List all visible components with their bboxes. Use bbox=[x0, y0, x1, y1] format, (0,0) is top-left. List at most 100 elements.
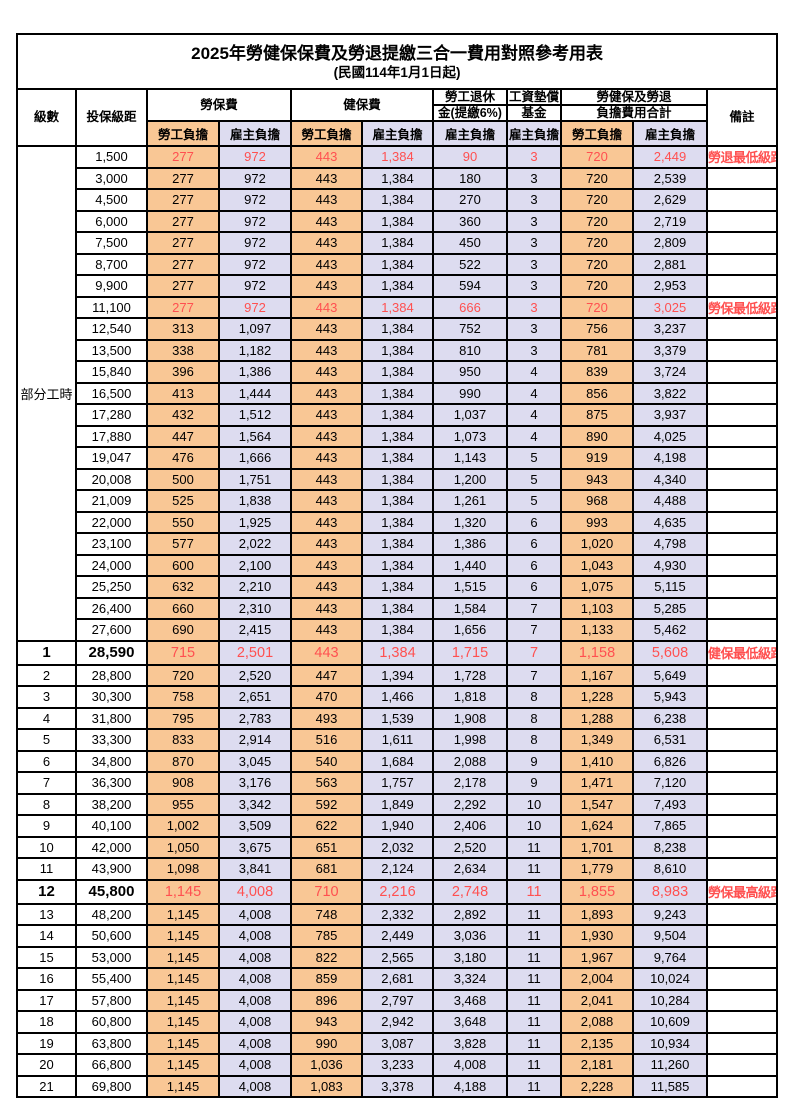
value-cell: 720 bbox=[560, 145, 634, 169]
value-cell: 11 bbox=[506, 857, 562, 881]
col-group-health-insurance: 健保費 bbox=[290, 88, 434, 122]
bracket-cell: 50,600 bbox=[75, 924, 148, 948]
col-header-bracket: 投保級距 bbox=[75, 88, 148, 147]
value-cell: 3,342 bbox=[218, 792, 292, 816]
remark-cell: 勞保最高級距 bbox=[705, 878, 779, 905]
remark-cell bbox=[705, 532, 779, 556]
page-subtitle: (民國114年1月1日起) bbox=[333, 65, 461, 81]
value-cell: 10,024 bbox=[632, 967, 708, 991]
value-cell: 9,504 bbox=[632, 924, 708, 948]
value-cell: 1,893 bbox=[560, 902, 634, 926]
value-cell: 3,180 bbox=[432, 945, 508, 969]
bracket-cell: 3,000 bbox=[75, 166, 148, 190]
value-cell: 2,292 bbox=[432, 792, 508, 816]
value-cell: 2,651 bbox=[218, 685, 292, 709]
value-cell: 1,779 bbox=[560, 857, 634, 881]
value-cell: 720 bbox=[560, 295, 634, 319]
value-cell: 1,384 bbox=[361, 338, 434, 362]
bracket-cell: 27,600 bbox=[75, 618, 148, 642]
value-cell: 3,045 bbox=[218, 749, 292, 773]
value-cell: 4,008 bbox=[218, 878, 292, 905]
remark-cell bbox=[705, 338, 779, 362]
value-cell: 3 bbox=[506, 274, 562, 298]
remark-cell bbox=[705, 489, 779, 513]
bracket-cell: 55,400 bbox=[75, 967, 148, 991]
value-cell: 1,384 bbox=[361, 231, 434, 255]
value-cell: 1,384 bbox=[361, 403, 434, 427]
table-row: 11,100 277 972 443 1,384 666 3 720 3,025 勞保最低級距 bbox=[17, 295, 779, 319]
value-cell: 6,238 bbox=[632, 706, 708, 730]
value-cell: 3,025 bbox=[632, 295, 708, 319]
table-row: 1 28,590 715 2,501 443 1,384 1,715 7 1,158 5,608 健… bbox=[16, 639, 779, 666]
value-cell: 710 bbox=[290, 878, 363, 905]
value-cell: 2,953 bbox=[632, 274, 708, 298]
value-cell: 1,940 bbox=[361, 814, 434, 838]
value-cell: 1,133 bbox=[560, 618, 634, 642]
value-cell: 7,865 bbox=[632, 814, 708, 838]
value-cell: 3,822 bbox=[632, 381, 708, 405]
value-cell: 277 bbox=[146, 231, 220, 255]
value-cell: 1,728 bbox=[432, 663, 508, 687]
value-cell: 2,032 bbox=[361, 835, 434, 859]
level-cell: 5 bbox=[16, 728, 77, 752]
value-cell: 5,115 bbox=[632, 575, 708, 599]
value-cell: 3,724 bbox=[632, 360, 708, 384]
table-row: 7,500 277 972 443 1,384 450 3 720 2,809 bbox=[17, 231, 779, 255]
value-cell: 4,008 bbox=[218, 1053, 292, 1077]
value-cell: 2,088 bbox=[432, 749, 508, 773]
bracket-cell: 45,800 bbox=[75, 878, 148, 905]
value-cell: 443 bbox=[290, 403, 363, 427]
value-cell: 1,349 bbox=[560, 728, 634, 752]
table-row: 13,500 338 1,182 443 1,384 810 3 781 3,379 bbox=[17, 338, 779, 362]
value-cell: 890 bbox=[560, 424, 634, 448]
value-cell: 972 bbox=[218, 231, 292, 255]
bracket-cell: 69,800 bbox=[75, 1074, 148, 1098]
table-row: 10 42,000 1,050 3,675 651 2,032 2,520 11 1,701 8,… bbox=[16, 835, 779, 859]
value-cell: 7 bbox=[506, 618, 562, 642]
value-cell: 493 bbox=[290, 706, 363, 730]
table-row: 24,000 600 2,100 443 1,384 1,440 6 1,043 4,930 bbox=[17, 553, 779, 577]
value-cell: 550 bbox=[146, 510, 220, 534]
header-row-2: 金(提繳6%) 基金 負擔費用合計 bbox=[17, 104, 777, 122]
subheader-labor-employee: 勞工負擔 bbox=[146, 120, 220, 147]
value-cell: 4,008 bbox=[432, 1053, 508, 1077]
value-cell: 2,783 bbox=[218, 706, 292, 730]
value-cell: 5,285 bbox=[632, 596, 708, 620]
value-cell: 8,983 bbox=[632, 878, 708, 905]
value-cell: 1,384 bbox=[361, 489, 434, 513]
value-cell: 2,135 bbox=[560, 1031, 634, 1055]
value-cell: 4,798 bbox=[632, 532, 708, 556]
remark-cell bbox=[705, 945, 779, 969]
col-group-total-line1: 勞健保及勞退 bbox=[560, 88, 708, 106]
table-row: 15,840 396 1,386 443 1,384 950 4 839 3,724 bbox=[17, 360, 779, 384]
value-cell: 577 bbox=[146, 532, 220, 556]
value-cell: 4,008 bbox=[218, 1010, 292, 1034]
value-cell: 11,260 bbox=[632, 1053, 708, 1077]
value-cell: 4,188 bbox=[432, 1074, 508, 1098]
value-cell: 1,908 bbox=[432, 706, 508, 730]
bracket-cell: 53,000 bbox=[75, 945, 148, 969]
remark-cell bbox=[705, 728, 779, 752]
value-cell: 2,809 bbox=[632, 231, 708, 255]
value-cell: 277 bbox=[146, 145, 220, 169]
bracket-cell: 19,047 bbox=[75, 446, 148, 470]
value-cell: 1,145 bbox=[146, 878, 220, 905]
remark-cell bbox=[705, 924, 779, 948]
value-cell: 313 bbox=[146, 317, 220, 341]
value-cell: 1,083 bbox=[290, 1074, 363, 1098]
value-cell: 972 bbox=[218, 145, 292, 169]
table-body: 部分工時 1,500 277 972 443 1,384 90 3 720 2,449 勞退最低級距… bbox=[16, 145, 779, 1098]
value-cell: 3,237 bbox=[632, 317, 708, 341]
bracket-cell: 8,700 bbox=[75, 252, 148, 276]
col-header-remark: 備註 bbox=[705, 88, 779, 147]
value-cell: 476 bbox=[146, 446, 220, 470]
value-cell: 1,143 bbox=[432, 446, 508, 470]
value-cell: 443 bbox=[290, 381, 363, 405]
value-cell: 6 bbox=[506, 575, 562, 599]
value-cell: 1,320 bbox=[432, 510, 508, 534]
remark-cell bbox=[705, 596, 779, 620]
bracket-cell: 31,800 bbox=[75, 706, 148, 730]
remark-cell bbox=[705, 857, 779, 881]
table-row: 9 40,100 1,002 3,509 622 1,940 2,406 10 1,624 7,8… bbox=[16, 814, 779, 838]
value-cell: 516 bbox=[290, 728, 363, 752]
